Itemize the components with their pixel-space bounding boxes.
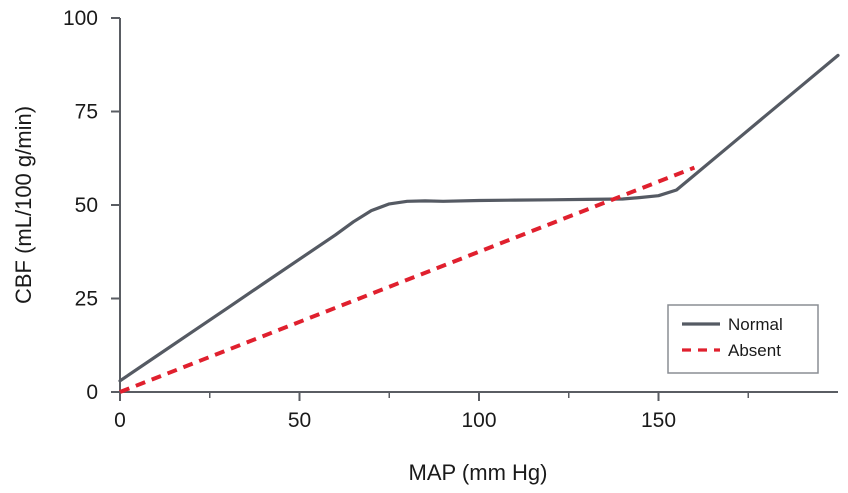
legend-label-normal: Normal — [728, 315, 783, 334]
x-tick-label-100: 100 — [461, 409, 496, 432]
series-line-absent — [119, 165, 696, 394]
y-tick-label-75: 75 — [75, 101, 98, 124]
y-tick-label-100: 100 — [63, 7, 98, 30]
x-tick-label-50: 50 — [288, 409, 311, 432]
legend-label-absent: Absent — [728, 341, 781, 360]
x-axis-title: MAP (mm Hg) — [409, 460, 548, 485]
y-tick-label-25: 25 — [75, 288, 98, 311]
y-axis-title: CBF (mL/100 g/min) — [11, 106, 36, 304]
legend: Normal Absent — [667, 304, 819, 374]
x-tick-label-150: 150 — [641, 409, 676, 432]
ticks: 0 25 50 75 100 0 50 100 150 — [63, 7, 749, 432]
y-tick-label-50: 50 — [75, 194, 98, 217]
series-line-normal — [118, 53, 840, 383]
legend-box — [667, 304, 819, 374]
y-tick-label-0: 0 — [86, 381, 98, 404]
x-tick-label-0: 0 — [114, 409, 126, 432]
series-layer — [118, 53, 840, 394]
